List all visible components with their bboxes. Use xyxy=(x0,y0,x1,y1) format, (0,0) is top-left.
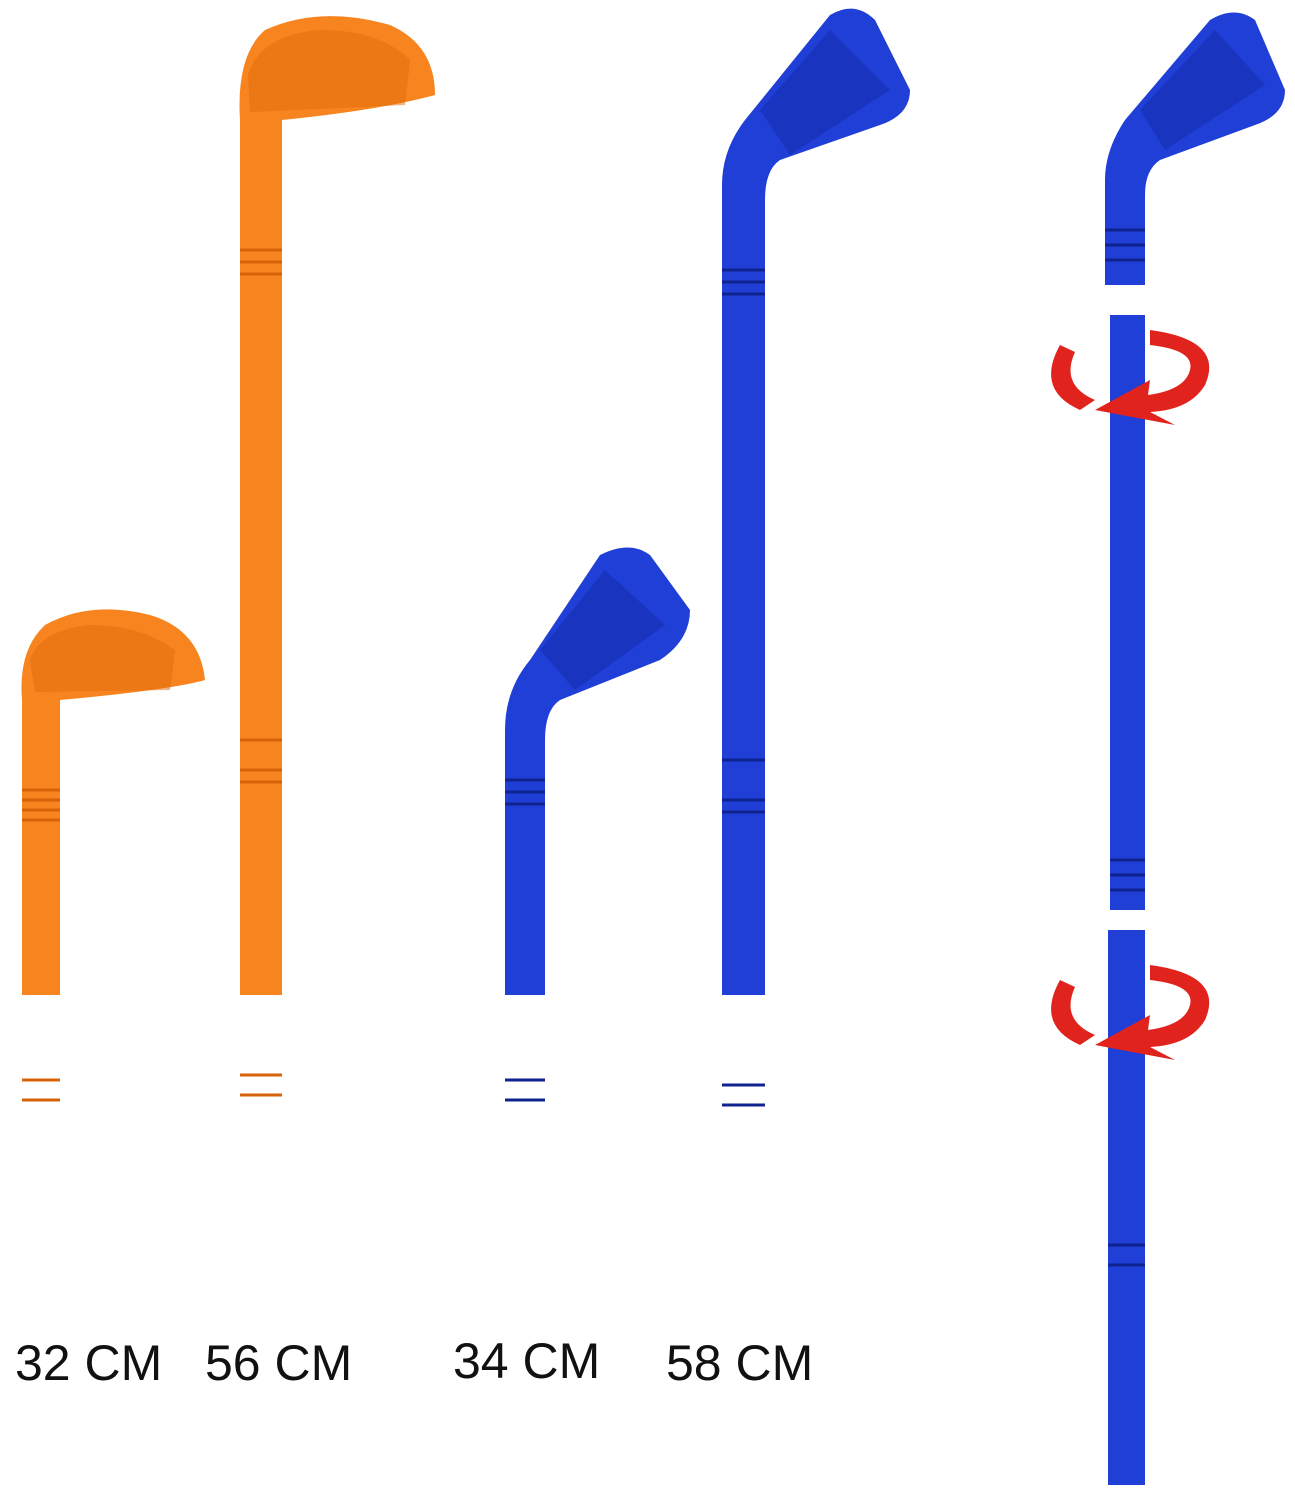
size-label: 58 CM xyxy=(666,1335,813,1391)
blue-short-club xyxy=(505,547,690,1102)
disassembled-club xyxy=(1051,12,1285,1485)
size-label: 56 CM xyxy=(205,1335,352,1391)
size-label: 32 CM xyxy=(15,1335,162,1391)
orange-short-club xyxy=(21,609,205,1102)
rotate-arrow xyxy=(1051,330,1210,425)
ribs xyxy=(240,248,282,1097)
ribs xyxy=(505,778,545,1102)
rotate-arrow xyxy=(1051,965,1210,1060)
shaft-bottom xyxy=(1108,930,1145,1485)
ribs xyxy=(1105,228,1145,1267)
ribs xyxy=(722,268,765,1107)
blue-long-club xyxy=(722,8,910,1107)
ribs xyxy=(22,788,60,1102)
orange-long-club xyxy=(239,16,435,1097)
size-label: 34 CM xyxy=(453,1333,600,1389)
